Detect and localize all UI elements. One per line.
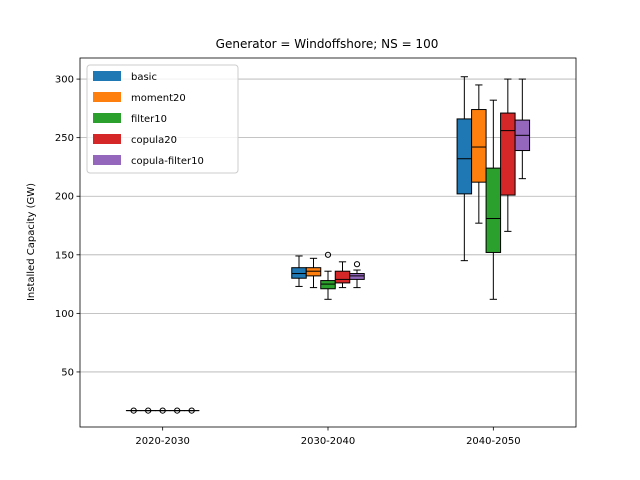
outlier-point	[324, 251, 332, 258]
chart-title: Generator = Windoffshore; NS = 100	[216, 37, 439, 51]
legend: basic moment20 filter10 copula20 copula-filt…	[86, 64, 239, 174]
outlier-point	[145, 407, 152, 414]
box-body	[291, 267, 307, 279]
box-body	[500, 112, 516, 196]
box-body	[485, 167, 502, 253]
legend-swatch	[93, 134, 121, 144]
y-tick-label: 50	[61, 367, 74, 378]
box-copula-filter10-2020-2030	[183, 407, 200, 414]
box-basic-2030-2040	[291, 255, 307, 287]
box-copula20-2020-2030	[169, 407, 185, 414]
box-moment20-2030-2040	[305, 257, 322, 289]
box-copula-filter10-2030-2040	[349, 261, 365, 289]
box-copula20-2040-2050	[500, 78, 516, 232]
axes-layer: 50 100 150 200 250 300 2020-2030 2030-2040 2040-…	[55, 57, 577, 447]
x-tick-label: 2040-2050	[466, 436, 521, 447]
box-body	[471, 109, 487, 183]
box-moment20-2020-2030	[140, 407, 156, 414]
box-basic-2020-2030	[125, 407, 142, 414]
boxes-layer	[125, 76, 531, 414]
legend-label: filter10	[131, 114, 167, 125]
legend-swatch	[93, 92, 121, 102]
y-tick-label: 150	[55, 250, 74, 261]
legend-swatch	[93, 155, 121, 165]
y-axis-label: Installed Capacity (GW)	[26, 183, 37, 301]
legend-box	[86, 64, 239, 174]
outlier-point	[159, 407, 166, 414]
box-copula-filter10-2040-2050	[514, 78, 531, 180]
y-tick-label: 300	[55, 75, 74, 86]
box-body	[349, 273, 365, 280]
box-basic-2040-2050	[456, 76, 473, 262]
box-body	[305, 267, 322, 277]
legend-label: copula20	[131, 135, 177, 146]
legend-label: moment20	[131, 93, 186, 104]
box-filter10-2030-2040	[320, 251, 336, 300]
plot-frame	[79, 57, 577, 428]
outlier-point	[188, 407, 195, 414]
x-tick-label: 2020-2030	[135, 436, 190, 447]
outlier-point	[353, 261, 361, 268]
legend-swatch	[93, 71, 121, 81]
box-filter10-2040-2050	[485, 99, 502, 300]
box-filter10-2020-2030	[154, 407, 171, 414]
y-tick-label: 250	[55, 133, 74, 144]
legend-label: copula-filter10	[131, 156, 204, 167]
legend-swatch	[93, 113, 121, 123]
legend-label: basic	[131, 72, 157, 83]
box-body	[334, 270, 351, 284]
box-body	[456, 118, 473, 195]
y-tick-label: 100	[55, 309, 74, 320]
box-copula20-2030-2040	[334, 261, 351, 289]
box-moment20-2040-2050	[471, 84, 487, 224]
y-tick-label: 200	[55, 192, 74, 203]
box-body	[320, 280, 336, 290]
x-tick-label: 2030-2040	[301, 436, 356, 447]
outlier-point	[174, 407, 181, 414]
outlier-point	[130, 407, 137, 414]
